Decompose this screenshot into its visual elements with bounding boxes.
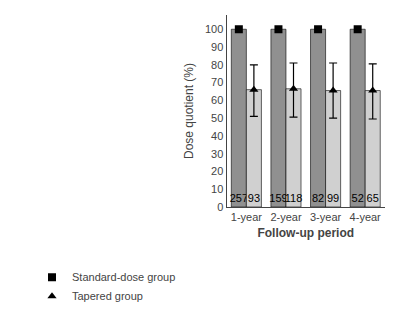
svg-text:20: 20 bbox=[211, 165, 223, 177]
svg-text:100: 100 bbox=[205, 23, 223, 35]
svg-text:93: 93 bbox=[248, 192, 260, 204]
svg-text:99: 99 bbox=[327, 192, 339, 204]
svg-text:Standard-dose group: Standard-dose group bbox=[72, 271, 175, 283]
svg-text:50: 50 bbox=[211, 112, 223, 124]
svg-text:159: 159 bbox=[269, 192, 287, 204]
svg-text:10: 10 bbox=[211, 183, 223, 195]
svg-text:82: 82 bbox=[312, 192, 324, 204]
svg-text:65: 65 bbox=[367, 192, 379, 204]
svg-text:30: 30 bbox=[211, 148, 223, 160]
svg-text:60: 60 bbox=[211, 94, 223, 106]
svg-text:4-year: 4-year bbox=[350, 211, 382, 223]
svg-text:Tapered group: Tapered group bbox=[72, 290, 143, 302]
svg-text:52: 52 bbox=[352, 192, 364, 204]
svg-text:Dose quotient (%): Dose quotient (%) bbox=[182, 63, 196, 159]
svg-text:70: 70 bbox=[211, 76, 223, 88]
svg-text:1-year: 1-year bbox=[231, 211, 263, 223]
svg-text:3-year: 3-year bbox=[310, 211, 342, 223]
svg-text:0: 0 bbox=[217, 201, 223, 213]
svg-text:118: 118 bbox=[285, 192, 303, 204]
svg-text:Follow-up period: Follow-up period bbox=[257, 226, 354, 240]
svg-text:2-year: 2-year bbox=[270, 211, 302, 223]
svg-text:257: 257 bbox=[230, 192, 248, 204]
svg-text:80: 80 bbox=[211, 59, 223, 71]
svg-text:90: 90 bbox=[211, 41, 223, 53]
svg-text:40: 40 bbox=[211, 130, 223, 142]
